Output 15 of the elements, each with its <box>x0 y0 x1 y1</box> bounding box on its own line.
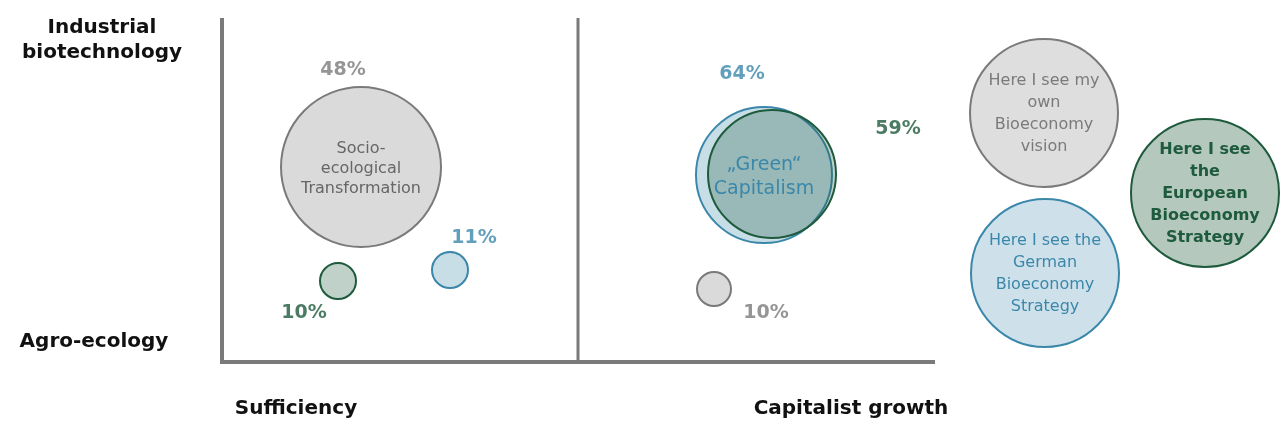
data-label: 10% <box>743 300 789 322</box>
text: Socio- ecological Transformation <box>299 137 422 197</box>
data-label: 48% <box>320 57 366 79</box>
legend-label: Here I see the German Bioeconomy Strategy <box>970 198 1120 348</box>
category-label: Sufficiency <box>234 395 358 419</box>
data-label: 10% <box>281 300 327 322</box>
category-label: Capitalist growth <box>753 395 949 419</box>
legend-label: Here I see the European Bioeconomy Strategy <box>1130 118 1280 268</box>
legend-label: Here I see my own Bioeconomy vision <box>969 38 1119 188</box>
text: Industrial biotechnology <box>21 13 183 63</box>
data-label: 11% <box>451 225 497 247</box>
text: „Green“ Capitalism <box>713 151 815 198</box>
text: Agro-ecology <box>19 328 169 352</box>
data-label: 64% <box>719 61 765 83</box>
data-label: 59% <box>875 116 921 138</box>
